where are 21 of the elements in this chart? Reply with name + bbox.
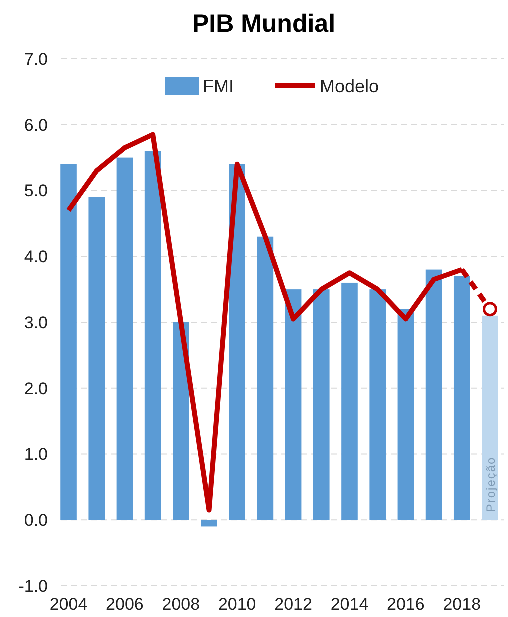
chart-title: PIB Mundial	[192, 10, 336, 38]
y-tick-label: 5.0	[24, 182, 48, 201]
y-tick-label: 2.0	[24, 379, 48, 398]
y-tick-label: 0.0	[24, 511, 48, 530]
x-tick-label: 2006	[106, 595, 144, 614]
y-tick-label: 6.0	[24, 116, 48, 135]
annotation: Projeção	[484, 456, 498, 512]
y-tick-label: 3.0	[24, 313, 48, 332]
x-tick-label: 2004	[50, 595, 88, 614]
y-tick-label: 4.0	[24, 248, 48, 267]
legend-label: Modelo	[320, 76, 380, 96]
x-tick-label: 2008	[162, 595, 200, 614]
x-tick-label: 2010	[218, 595, 256, 614]
x-tick-label: 2018	[443, 595, 482, 614]
legend-label: FMI	[203, 76, 234, 96]
x-tick-label: 2016	[387, 595, 425, 614]
y-tick-label: -1.0	[18, 576, 48, 596]
x-tick-label: 2012	[274, 595, 312, 614]
y-tick-label: 7.0	[24, 50, 48, 69]
x-tick-label: 2014	[330, 595, 369, 614]
y-tick-label: 1.0	[24, 445, 48, 464]
